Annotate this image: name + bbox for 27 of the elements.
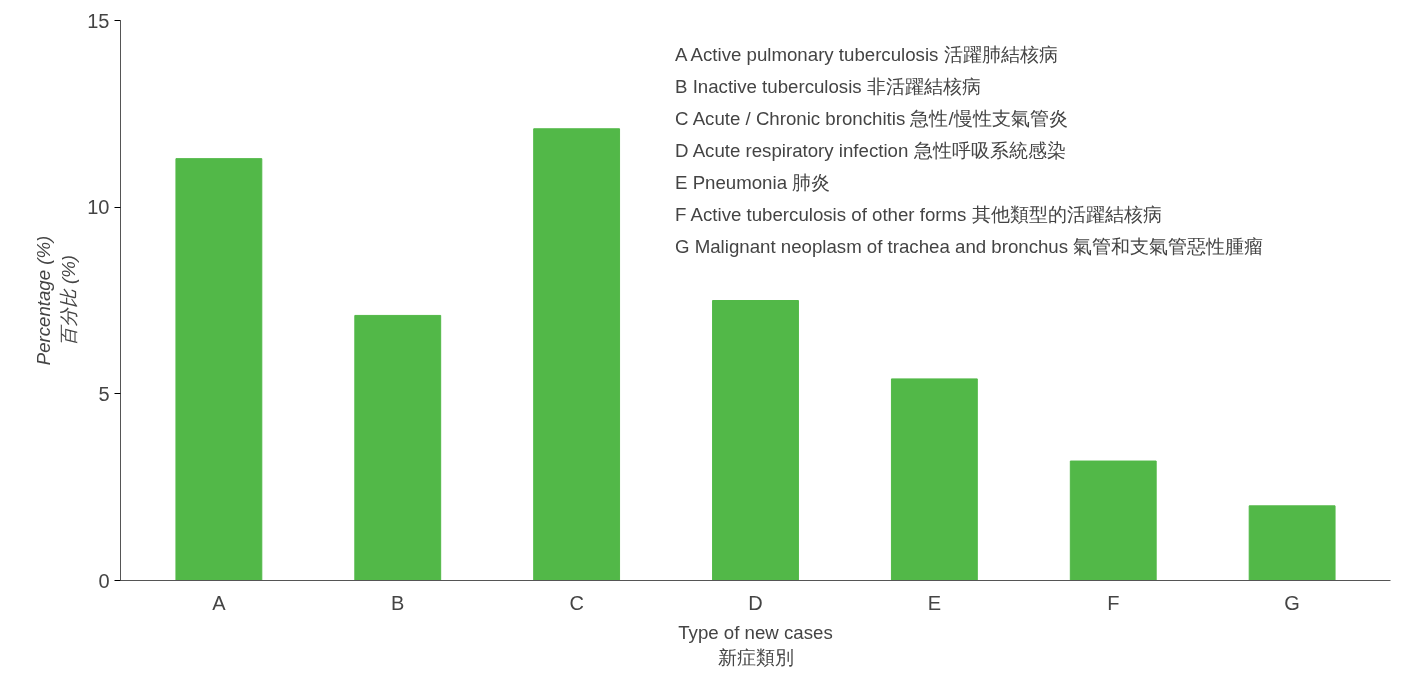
- y-axis-title: Percentage (%) 百分比 (%): [33, 235, 80, 366]
- x-tick-label: E: [927, 591, 942, 614]
- x-tick-label: F: [1107, 591, 1120, 614]
- bar: [712, 300, 799, 581]
- annotation: E Pneumonia 肺炎: [675, 172, 831, 194]
- y-tick-label: 15: [87, 9, 110, 32]
- x-tick-label: C: [569, 591, 584, 614]
- y-tick-label: 0: [98, 569, 110, 592]
- bar: [175, 158, 263, 581]
- x-axis-title: Type of new cases 新症類別: [678, 621, 833, 668]
- annotation: A Active pulmonary tuberculosis 活躍肺結核病: [675, 43, 1058, 65]
- bar: [890, 378, 978, 581]
- bar: [1069, 460, 1157, 581]
- y-tick-label: 10: [87, 196, 110, 219]
- x-tick-label: D: [748, 591, 763, 614]
- annotation: D Acute respiratory infection 急性呼吸系統感染: [675, 139, 1066, 161]
- bar: [1248, 505, 1336, 581]
- x-tick-label: B: [391, 591, 405, 614]
- x-tick-label: A: [212, 591, 227, 614]
- bar: [533, 128, 621, 581]
- annotation: C Acute / Chronic bronchitis 急性/慢性支氣管炎: [675, 107, 1068, 129]
- x-tick-label: G: [1284, 591, 1300, 614]
- annotation: B Inactive tuberculosis 非活躍結核病: [675, 75, 981, 97]
- y-tick-label: 5: [98, 382, 110, 405]
- annotation: F Active tuberculosis of other forms 其他類型的活躍結核病: [675, 204, 1162, 226]
- bar: [354, 314, 442, 581]
- annotation: G Malignant neoplasm of trachea and bronchus 氣管和支氣管惡性腫瘤: [675, 236, 1264, 258]
